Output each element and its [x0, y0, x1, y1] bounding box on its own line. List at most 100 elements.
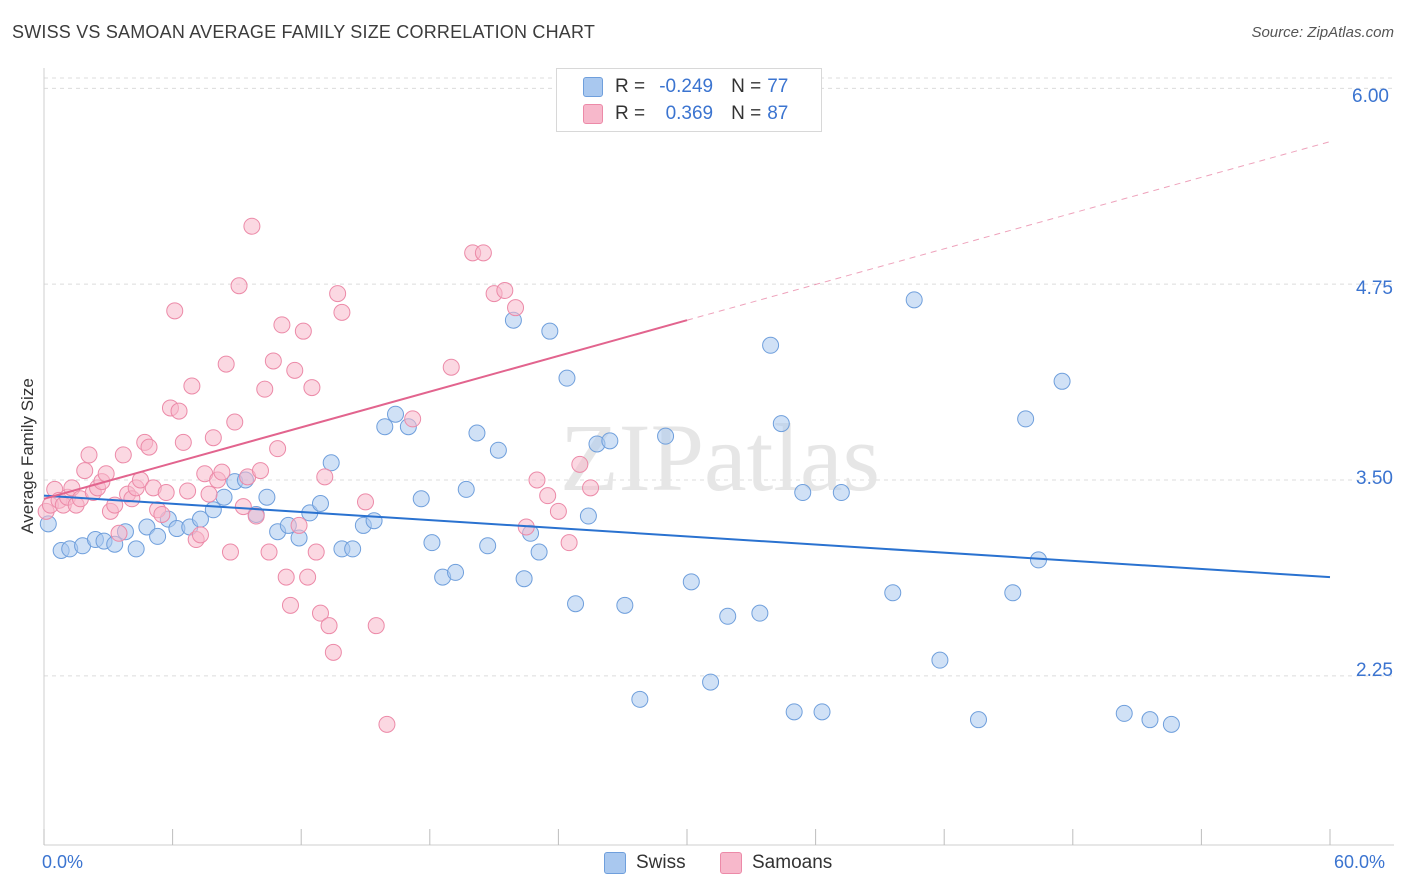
samoan-point	[539, 487, 557, 505]
samoan-point	[140, 438, 158, 456]
samoan-legend-swatch	[720, 852, 742, 874]
trend-lines	[43, 141, 1331, 579]
samoan-point	[247, 507, 265, 525]
samoan-point	[243, 217, 261, 235]
samoan-point	[179, 482, 197, 500]
swiss-point	[541, 322, 559, 340]
samoan-point	[183, 377, 201, 395]
swiss-legend-swatch	[604, 852, 626, 874]
samoan-point	[311, 604, 329, 622]
samoan-point	[474, 244, 492, 262]
samoan-points	[37, 217, 600, 733]
swiss-point	[258, 488, 276, 506]
swiss-point	[1053, 372, 1071, 390]
samoan-point	[507, 299, 525, 317]
samoan-trend-extension	[686, 141, 1331, 321]
swiss-point	[468, 424, 486, 442]
samoan-point	[333, 303, 351, 321]
swiss-point	[1162, 715, 1180, 733]
swiss-point	[719, 607, 737, 625]
x-max-label: 60.0%	[1334, 852, 1386, 872]
r-label: R =	[615, 103, 646, 124]
samoan-point	[260, 543, 278, 561]
samoan-point	[204, 429, 222, 447]
samoan-point	[166, 302, 184, 320]
swiss-point	[1017, 410, 1035, 428]
swiss-point	[457, 480, 475, 498]
swiss-point	[601, 432, 619, 450]
samoan-point	[528, 471, 546, 489]
swiss-point	[832, 484, 850, 502]
samoan-point	[299, 568, 317, 586]
series-legend: Swiss Samoans	[0, 852, 1406, 878]
swiss-point	[344, 540, 362, 558]
swiss-point	[657, 427, 675, 445]
swiss-point	[138, 518, 156, 536]
samoan-swatch	[583, 104, 603, 124]
samoan-point	[217, 355, 235, 373]
samoan-point	[230, 277, 248, 295]
swiss-point	[1004, 584, 1022, 602]
samoan-point	[273, 316, 291, 334]
samoan-point	[221, 543, 239, 561]
samoan-point	[174, 433, 192, 451]
samoan-point	[571, 455, 589, 473]
samoan-point	[549, 502, 567, 520]
samoan-point	[114, 446, 132, 464]
swiss-point	[702, 673, 720, 691]
swiss-point	[1141, 711, 1159, 729]
n-label: N =	[731, 103, 762, 124]
swiss-point	[1115, 704, 1133, 722]
samoan-point	[290, 516, 308, 534]
samoan-point	[367, 617, 385, 635]
samoan-point	[320, 617, 338, 635]
swiss-point	[311, 494, 329, 512]
swiss-point	[530, 543, 548, 561]
samoan-point	[357, 493, 374, 511]
swiss-swatch	[583, 77, 603, 97]
samoan-point	[378, 715, 396, 733]
legend-item-swiss[interactable]: Swiss	[604, 852, 686, 874]
correlation-legend: R = -0.249 N = 77 R = 0.369 N = 87	[556, 68, 822, 132]
swiss-point	[479, 537, 497, 555]
legend-row-samoan: R = 0.369 N = 87	[583, 101, 788, 127]
swiss-point	[376, 418, 394, 436]
source-credit: Source: ZipAtlas.com	[1251, 24, 1394, 41]
samoan-point	[234, 498, 252, 516]
samoan-point	[110, 524, 128, 542]
swiss-point	[905, 291, 923, 309]
swiss-point	[794, 484, 812, 502]
watermark: ZIPatlas	[560, 404, 880, 511]
samoan-point	[213, 463, 231, 481]
samoan-point	[153, 505, 171, 523]
swiss-point	[772, 415, 790, 433]
samoan-point	[442, 358, 460, 376]
legend-item-samoan[interactable]: Samoans	[720, 852, 832, 874]
y-axis-label: Average Family Size	[18, 378, 37, 534]
swiss-point	[204, 501, 222, 519]
y-tick-label: 4.75	[1356, 278, 1393, 299]
samoan-point	[76, 462, 94, 480]
grid-lines	[44, 77, 1394, 677]
samoan-n-value: 87	[767, 103, 789, 124]
swiss-point	[365, 512, 383, 530]
legend-row-swiss: R = -0.249 N = 77	[583, 74, 788, 100]
samoan-point	[281, 596, 299, 614]
swiss-point	[423, 534, 441, 552]
swiss-point	[751, 604, 769, 622]
swiss-point	[884, 584, 902, 602]
swiss-point	[515, 570, 533, 588]
swiss-point	[567, 595, 585, 613]
samoan-point	[226, 413, 244, 431]
samoan-point	[80, 446, 98, 464]
samoan-point	[303, 379, 321, 397]
samoan-point	[191, 526, 209, 544]
samoan-point	[170, 402, 188, 420]
samoan-point	[294, 322, 312, 340]
swiss-point	[616, 596, 634, 614]
swiss-point	[215, 488, 233, 506]
samoan-point	[582, 479, 600, 497]
swiss-point	[813, 703, 831, 721]
samoan-point	[329, 285, 347, 303]
samoan-point	[316, 468, 334, 486]
